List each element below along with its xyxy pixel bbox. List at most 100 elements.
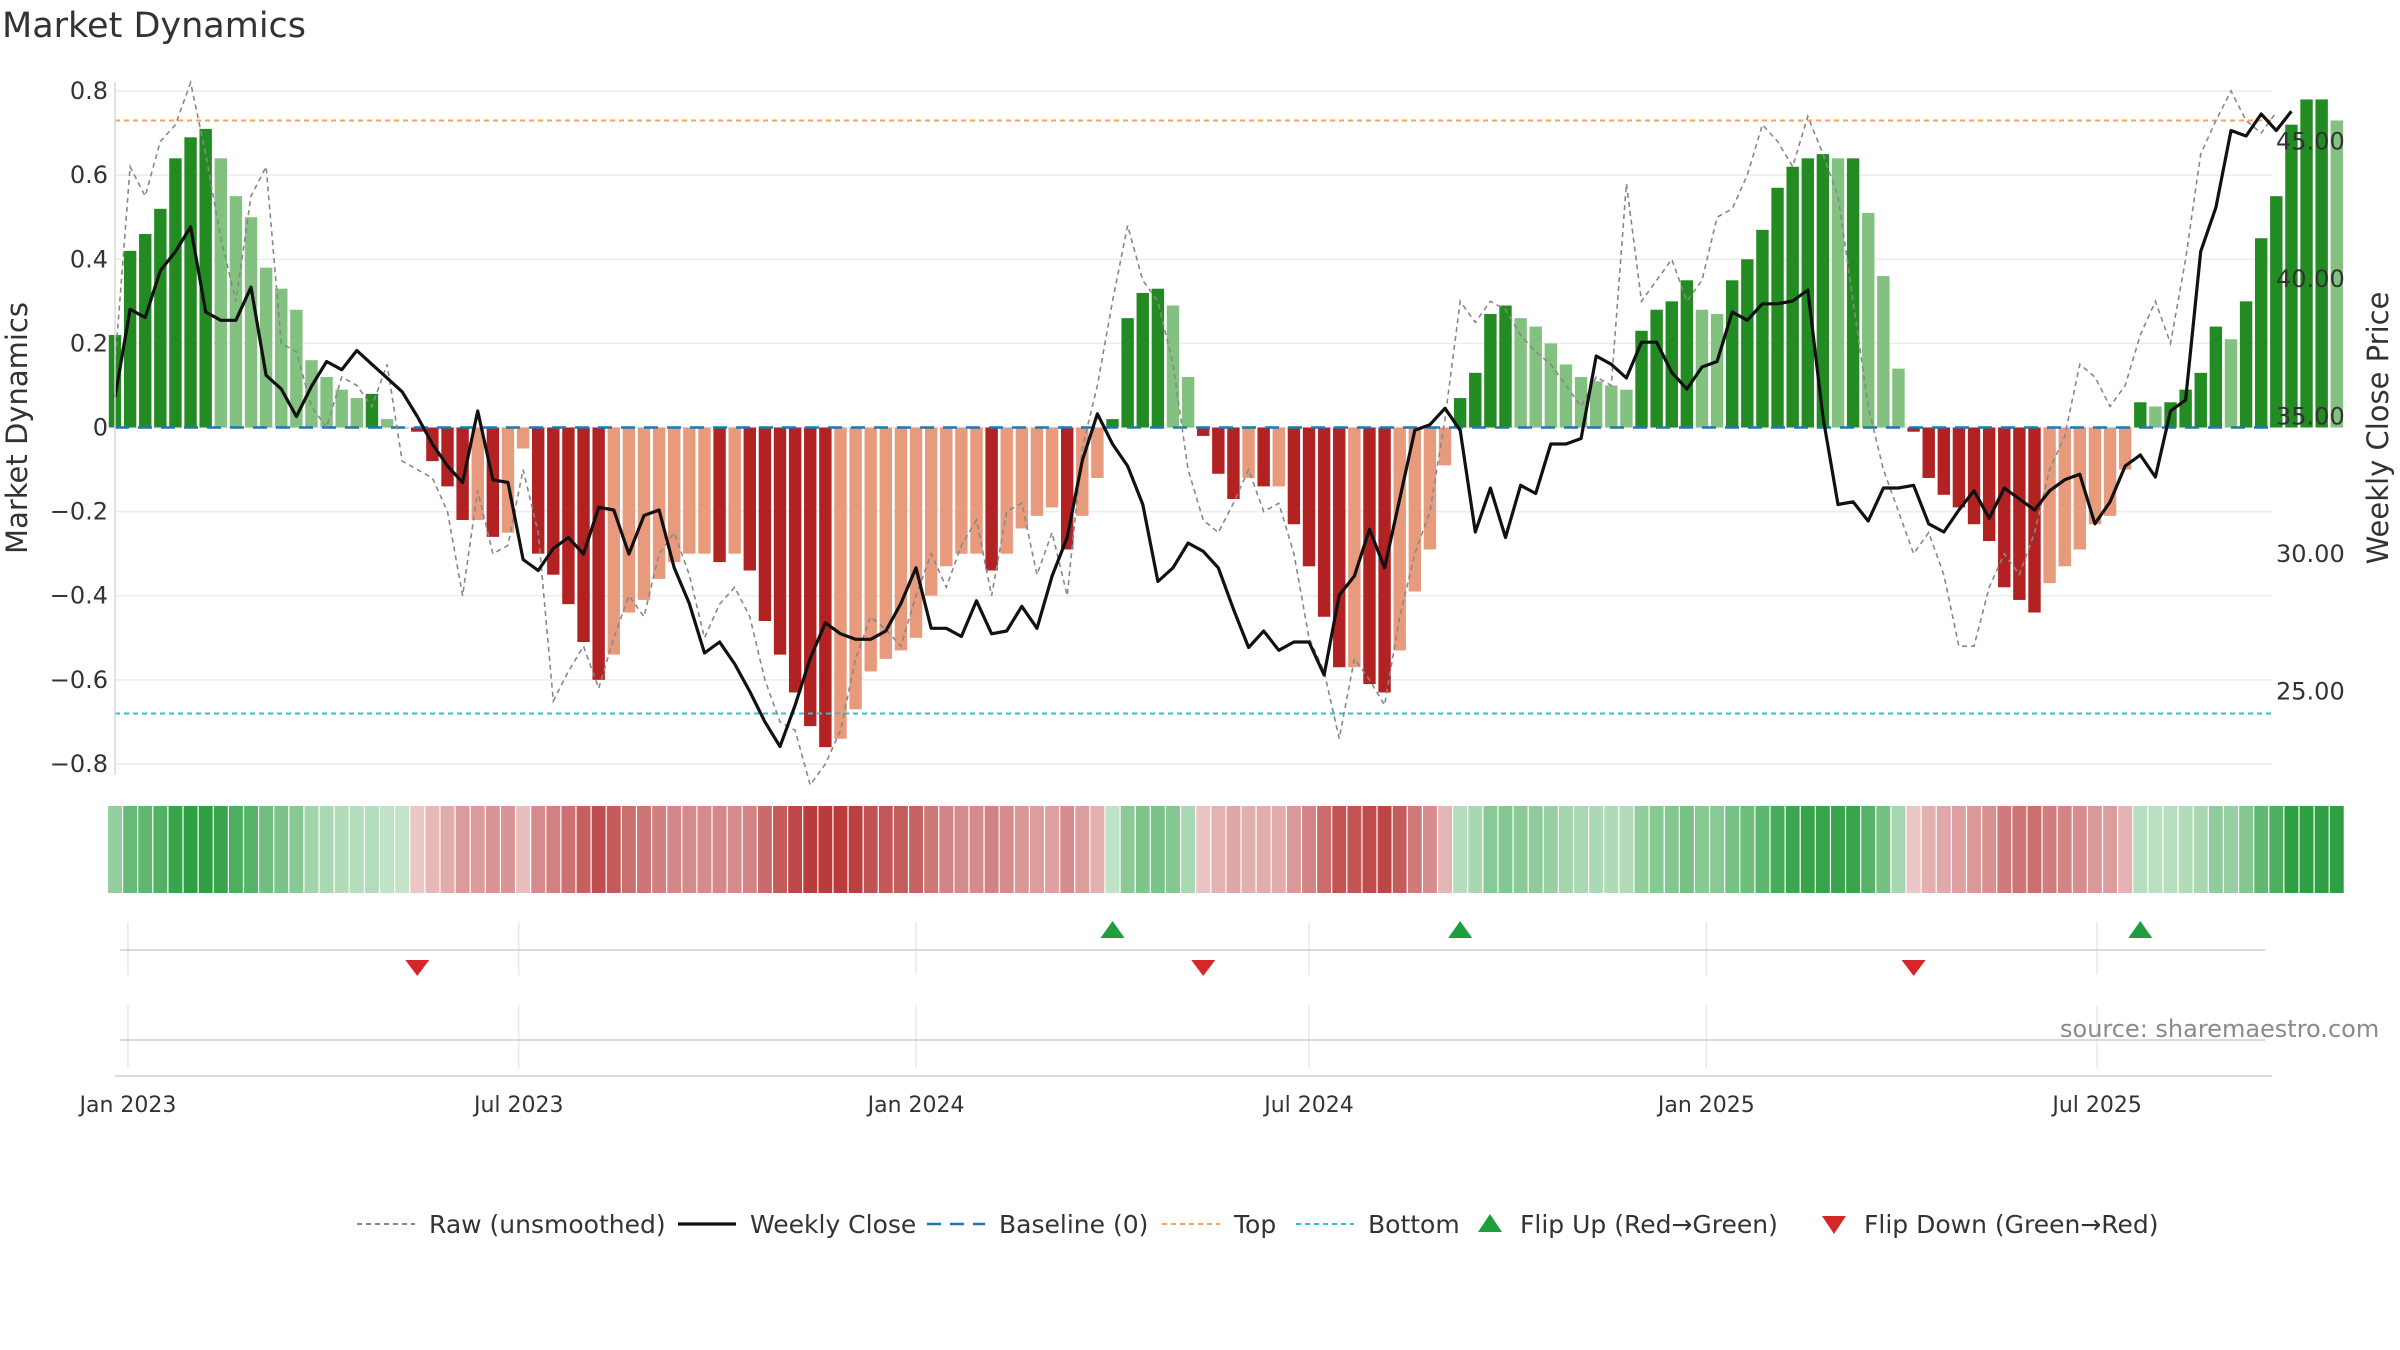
momentum-bar	[199, 128, 212, 428]
momentum-bar	[275, 288, 288, 428]
regime-cell	[1831, 806, 1845, 893]
regime-cell	[878, 806, 893, 893]
momentum-bar	[320, 377, 333, 428]
y2-tick-label: 45.00	[2276, 128, 2345, 156]
regime-cell	[1317, 806, 1332, 893]
momentum-bar	[668, 427, 681, 563]
regime-cell	[1075, 806, 1090, 893]
regime-cell	[561, 806, 576, 893]
momentum-bar	[955, 427, 968, 554]
momentum-bar	[1333, 427, 1346, 668]
regime-cell	[1876, 806, 1891, 893]
momentum-bar	[1862, 213, 1875, 428]
regime-cell	[1286, 806, 1301, 893]
flip-up-marker	[1448, 921, 1473, 938]
momentum-bar	[154, 208, 167, 428]
momentum-bar	[1665, 301, 1678, 428]
regime-cell	[516, 806, 531, 893]
grid-lines	[115, 90, 2272, 1068]
regime-cell	[1997, 806, 2012, 893]
regime-cell	[198, 806, 213, 893]
momentum-bar	[214, 158, 227, 428]
regime-cell	[939, 806, 954, 893]
regime-cell	[470, 806, 485, 893]
momentum-bar	[139, 234, 152, 428]
regime-cell	[833, 806, 848, 893]
regime-cell	[319, 806, 334, 893]
regime-cell	[2027, 806, 2042, 893]
chart-title: Market Dynamics	[2, 6, 307, 46]
regime-cell	[637, 806, 651, 893]
regime-cell	[848, 806, 863, 893]
legend-swatch-flip-down	[1822, 1216, 1846, 1234]
regime-cell	[244, 806, 258, 893]
regime-cell	[1604, 806, 1619, 893]
momentum-bar	[1922, 427, 1935, 478]
momentum-bar	[1317, 427, 1331, 617]
regime-cell	[485, 806, 500, 893]
momentum-bar	[1045, 427, 1059, 508]
momentum-bar	[2224, 339, 2238, 428]
regime-cell	[2012, 806, 2027, 893]
momentum-bar	[1605, 385, 1618, 428]
legend-label-top: Top	[1233, 1210, 1276, 1239]
momentum-bar	[1453, 398, 1467, 428]
regime-cell	[410, 806, 425, 893]
regime-cell	[954, 806, 969, 893]
regime-cell	[2224, 806, 2238, 893]
regime-cell	[1407, 806, 1422, 893]
legend-label-raw: Raw (unsmoothed)	[429, 1210, 666, 1239]
regime-cell	[153, 806, 168, 893]
momentum-bar	[1982, 427, 1996, 542]
regime-cell	[289, 806, 304, 893]
momentum-bar	[1227, 427, 1240, 499]
regime-cell	[1181, 806, 1196, 893]
regime-cell	[1150, 806, 1165, 893]
regime-cell	[1679, 806, 1694, 893]
momentum-bar	[1937, 427, 1951, 495]
y2-axis-label: Weekly Close Price	[2361, 292, 2395, 565]
momentum-bar	[2300, 99, 2313, 428]
regime-cell	[1558, 806, 1573, 893]
regime-cell	[591, 806, 606, 893]
regime-cell	[863, 806, 878, 893]
momentum-bar	[1287, 427, 1301, 525]
momentum-bar	[909, 427, 923, 638]
legend-swatch-flip-up	[1478, 1214, 1502, 1232]
momentum-bar	[290, 309, 303, 428]
regime-cell	[1166, 806, 1180, 893]
momentum-bar	[1726, 280, 1739, 428]
regime-cell	[1438, 806, 1452, 893]
y2-tick-label: 25.00	[2276, 678, 2345, 706]
momentum-bar	[924, 427, 938, 596]
regime-cell	[304, 806, 319, 893]
legend-label-baseline: Baseline (0)	[999, 1210, 1148, 1239]
momentum-bar	[2239, 301, 2253, 428]
momentum-bar	[1741, 259, 1754, 428]
regime-cell	[909, 806, 924, 893]
regime-cell	[123, 806, 138, 893]
momentum-bar	[1514, 318, 1527, 428]
momentum-bar	[1589, 381, 1603, 428]
momentum-bar	[1348, 427, 1361, 668]
momentum-bar	[592, 427, 605, 680]
momentum-bar	[1816, 154, 1830, 428]
regime-cell	[2163, 806, 2178, 893]
regime-cell	[1422, 806, 1437, 893]
regime-cell	[2118, 806, 2133, 893]
momentum-bar	[940, 427, 953, 567]
momentum-bar	[577, 427, 590, 642]
momentum-bar	[985, 427, 998, 571]
momentum-bar	[622, 427, 636, 613]
regime-cell	[1815, 806, 1830, 893]
regime-cell	[1045, 806, 1060, 893]
momentum-bar	[1786, 166, 1799, 428]
regime-cell	[1589, 806, 1604, 893]
regime-cell	[1528, 806, 1543, 893]
legend-label-close: Weekly Close	[750, 1210, 916, 1239]
regime-cell	[2148, 806, 2163, 893]
momentum-bar	[335, 389, 348, 428]
momentum-bar	[879, 427, 893, 659]
momentum-bar	[2285, 124, 2298, 428]
regime-cell	[1649, 806, 1664, 893]
